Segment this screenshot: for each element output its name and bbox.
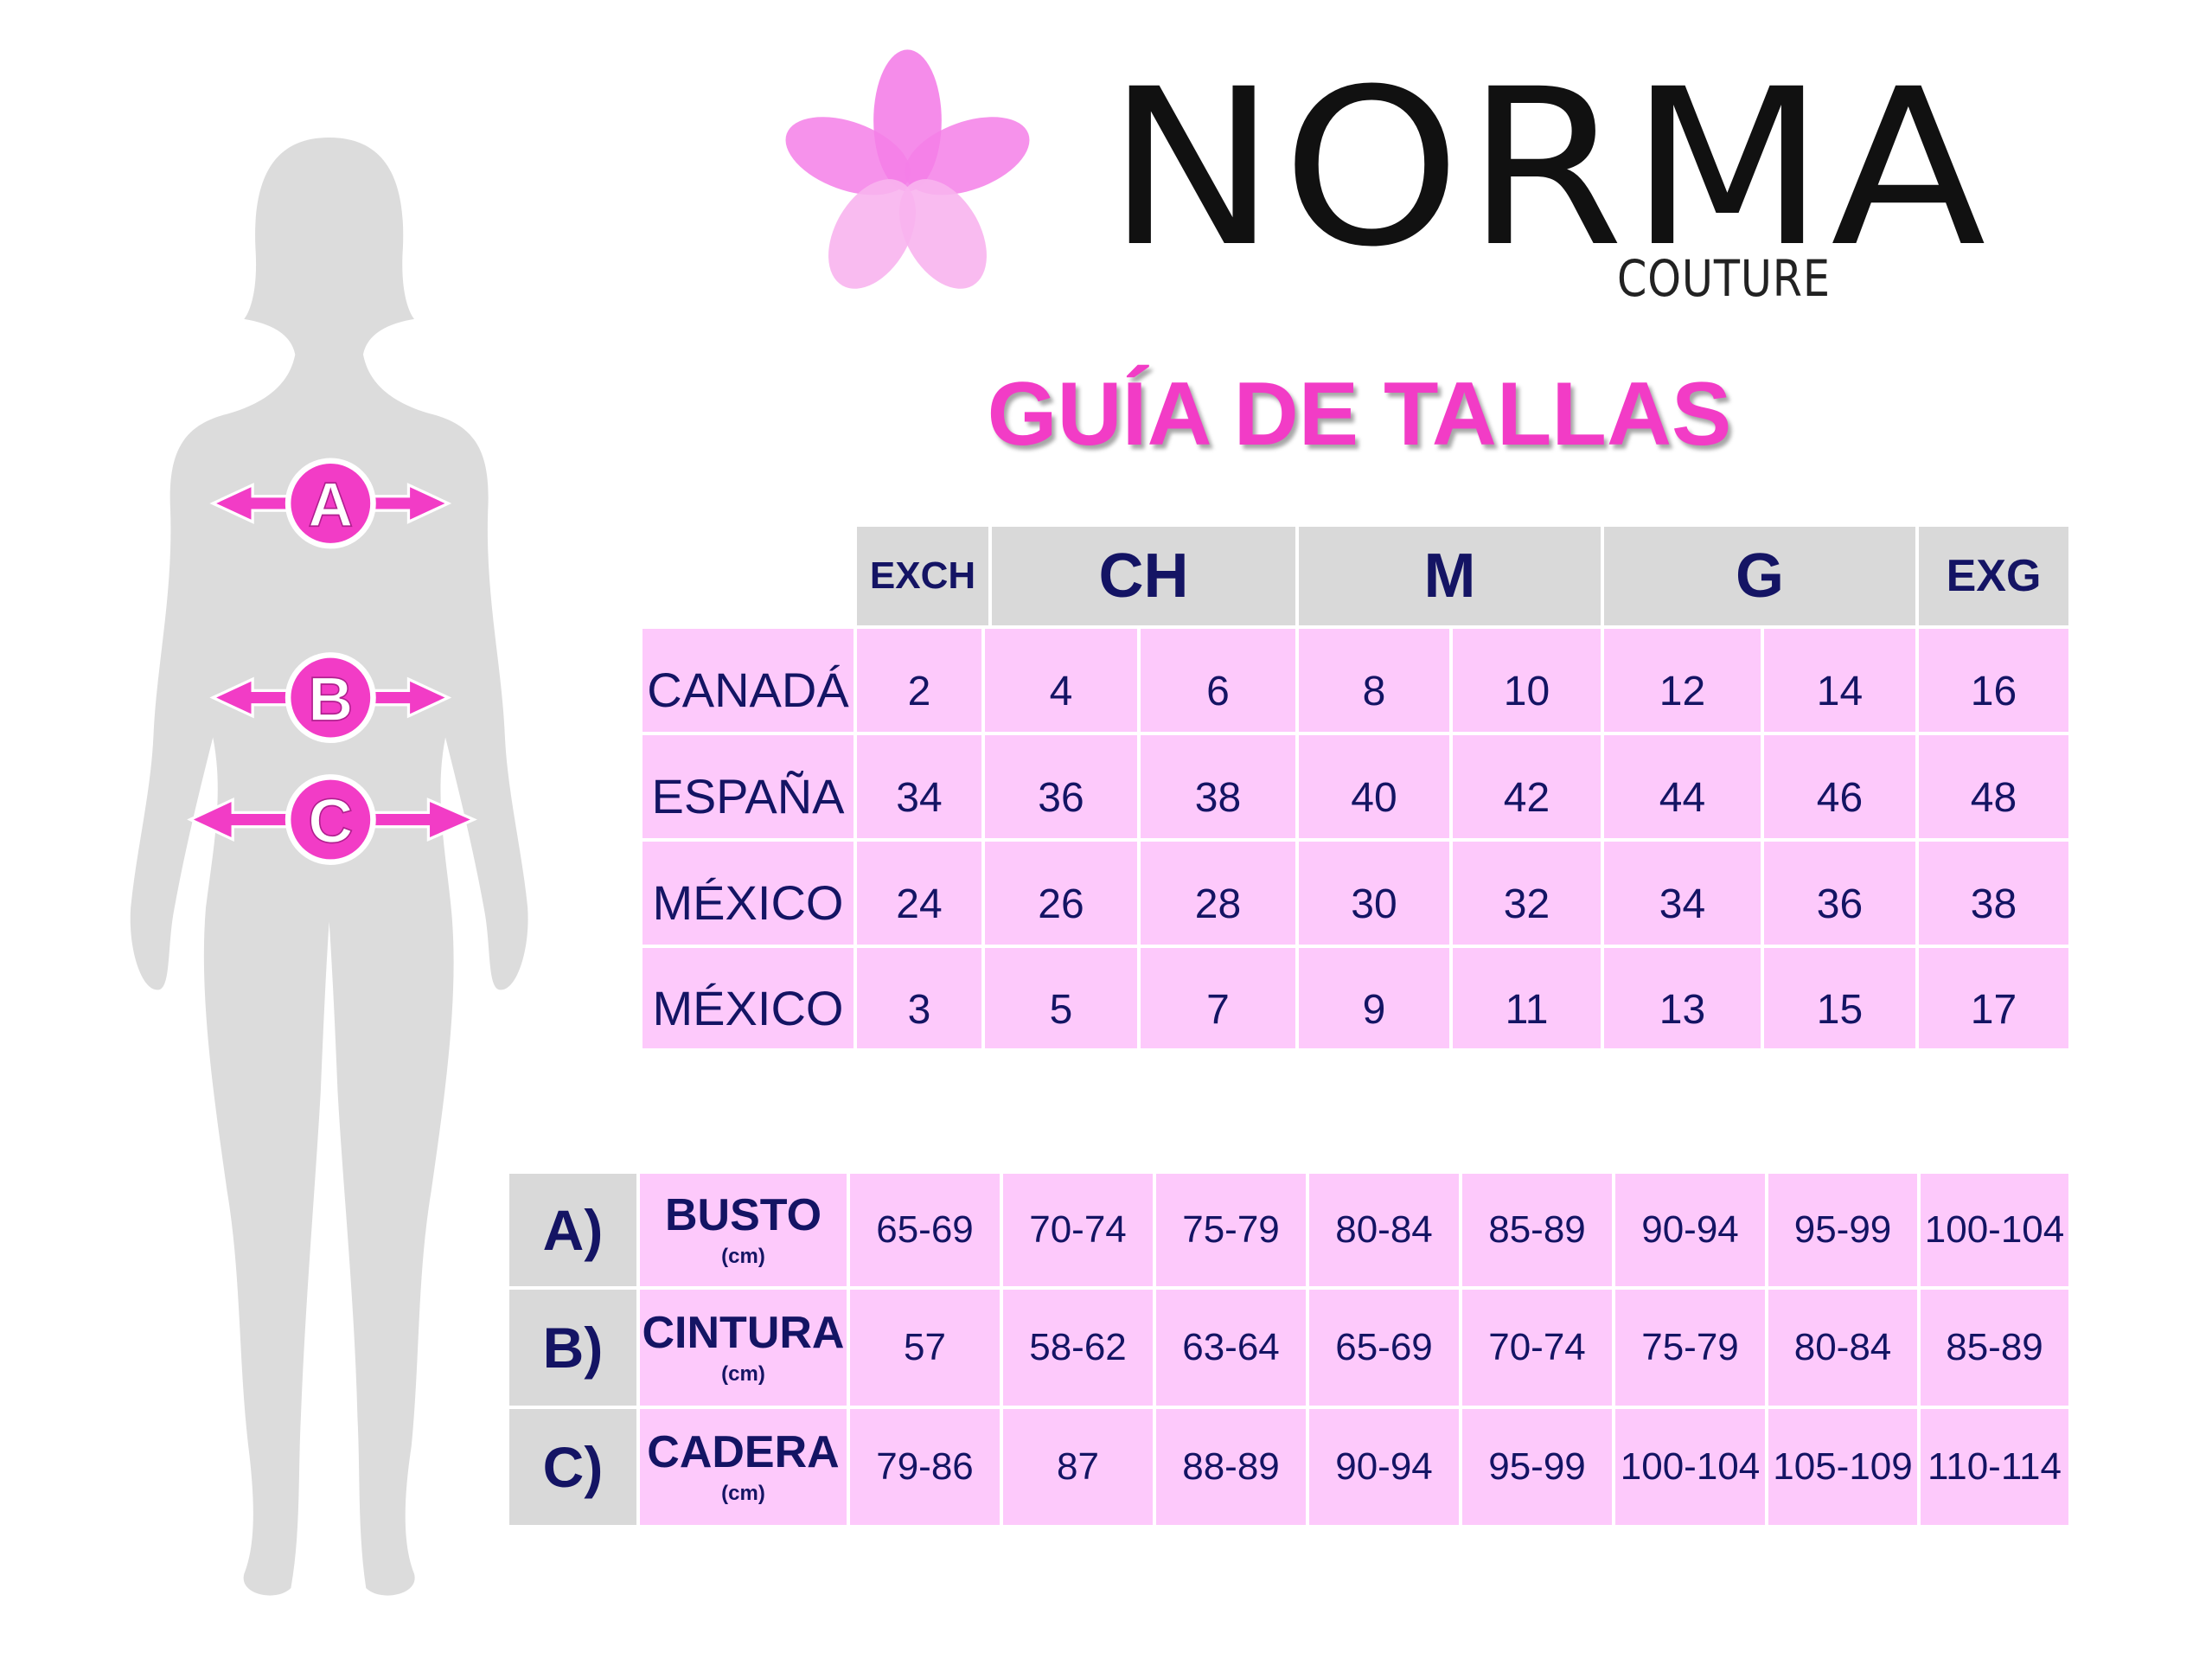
size-header-ch: CH [990, 525, 1297, 627]
size-cell: 44 [1602, 733, 1762, 840]
size-cell: 16 [1917, 627, 2070, 733]
measure-cell: 90-94 [1614, 1172, 1767, 1288]
measure-arrow-b [209, 652, 452, 744]
row-label: MÉXICO [641, 840, 855, 946]
measure-label: BUSTO (cm) [638, 1172, 848, 1288]
measure-cell: 90-94 [1307, 1407, 1461, 1527]
marker-a: A [308, 471, 353, 540]
measure-letter: B) [508, 1288, 638, 1407]
measure-unit: (cm) [721, 1362, 765, 1387]
size-cell: 3 [855, 946, 983, 1050]
measure-cell: 95-99 [1461, 1407, 1614, 1527]
brand-logo-text: NORMA [1107, 42, 1991, 294]
size-header-g: G [1602, 525, 1917, 627]
measure-cell: 75-79 [1154, 1172, 1307, 1288]
measure-cell: 80-84 [1307, 1172, 1461, 1288]
size-header-exch: EXCH [855, 525, 990, 627]
measure-cell: 85-89 [1461, 1172, 1614, 1288]
measure-cell: 87 [1001, 1407, 1154, 1527]
size-header-m: M [1297, 525, 1602, 627]
size-cell: 14 [1762, 627, 1917, 733]
measure-unit: (cm) [721, 1482, 765, 1506]
measure-cell: 100-104 [1919, 1172, 2070, 1288]
measure-cell: 57 [848, 1288, 1001, 1407]
measure-cell: 80-84 [1767, 1288, 1919, 1407]
size-cell: 6 [1139, 627, 1297, 733]
size-cell: 32 [1451, 840, 1602, 946]
measure-label: CADERA (cm) [638, 1407, 848, 1527]
size-cell: 10 [1451, 627, 1602, 733]
measure-letter: C) [508, 1407, 638, 1527]
size-cell: 13 [1602, 946, 1762, 1050]
flower-logo [785, 49, 1030, 289]
size-cell: 24 [855, 840, 983, 946]
size-cell: 48 [1917, 733, 2070, 840]
body-silhouette [130, 138, 528, 1596]
size-cell: 30 [1297, 840, 1451, 946]
row-label: MÉXICO [641, 946, 855, 1050]
row-label: CANADÁ [641, 627, 855, 733]
size-cell: 38 [1139, 733, 1297, 840]
size-cell: 5 [983, 946, 1139, 1050]
measure-cell: 85-89 [1919, 1288, 2070, 1407]
size-cell: 26 [983, 840, 1139, 946]
size-cell: 15 [1762, 946, 1917, 1050]
size-cell: 42 [1451, 733, 1602, 840]
measure-cell: 75-79 [1614, 1288, 1767, 1407]
size-cell: 36 [1762, 840, 1917, 946]
measure-cell: 63-64 [1154, 1288, 1307, 1407]
row-label: ESPAÑA [641, 733, 855, 840]
size-cell: 8 [1297, 627, 1451, 733]
size-cell: 17 [1917, 946, 2070, 1050]
size-cell: 28 [1139, 840, 1297, 946]
measure-arrow-a [209, 458, 452, 549]
size-cell: 4 [983, 627, 1139, 733]
size-header-exg: EXG [1917, 525, 2070, 627]
measure-arrow-c [187, 774, 477, 865]
measure-name: CINTURA [642, 1308, 845, 1359]
brand-subtitle: COUTURE [1617, 249, 1831, 308]
marker-c: C [308, 787, 353, 856]
measure-cell: 70-74 [1001, 1172, 1154, 1288]
size-cell: 11 [1451, 946, 1602, 1050]
size-cell: 34 [855, 733, 983, 840]
size-cell: 2 [855, 627, 983, 733]
measure-unit: (cm) [721, 1245, 765, 1269]
page-title: GUÍA DE TALLAS [987, 364, 1732, 464]
measure-cell: 79-86 [848, 1407, 1001, 1527]
measure-cell: 65-69 [1307, 1288, 1461, 1407]
measure-cell: 105-109 [1767, 1407, 1919, 1527]
measure-cell: 110-114 [1919, 1407, 2070, 1527]
measure-cell: 100-104 [1614, 1407, 1767, 1527]
measure-name: BUSTO [664, 1190, 822, 1241]
measure-letter: A) [508, 1172, 638, 1288]
size-cell: 7 [1139, 946, 1297, 1050]
measure-name: CADERA [647, 1427, 840, 1478]
size-cell: 36 [983, 733, 1139, 840]
size-cell: 9 [1297, 946, 1451, 1050]
size-cell: 46 [1762, 733, 1917, 840]
measure-cell: 95-99 [1767, 1172, 1919, 1288]
measure-label: CINTURA (cm) [638, 1288, 848, 1407]
measure-cell: 88-89 [1154, 1407, 1307, 1527]
measure-cell: 70-74 [1461, 1288, 1614, 1407]
marker-b: B [308, 665, 353, 734]
size-cell: 34 [1602, 840, 1762, 946]
measure-cell: 65-69 [848, 1172, 1001, 1288]
size-cell: 40 [1297, 733, 1451, 840]
size-cell: 12 [1602, 627, 1762, 733]
measure-cell: 58-62 [1001, 1288, 1154, 1407]
size-cell: 38 [1917, 840, 2070, 946]
